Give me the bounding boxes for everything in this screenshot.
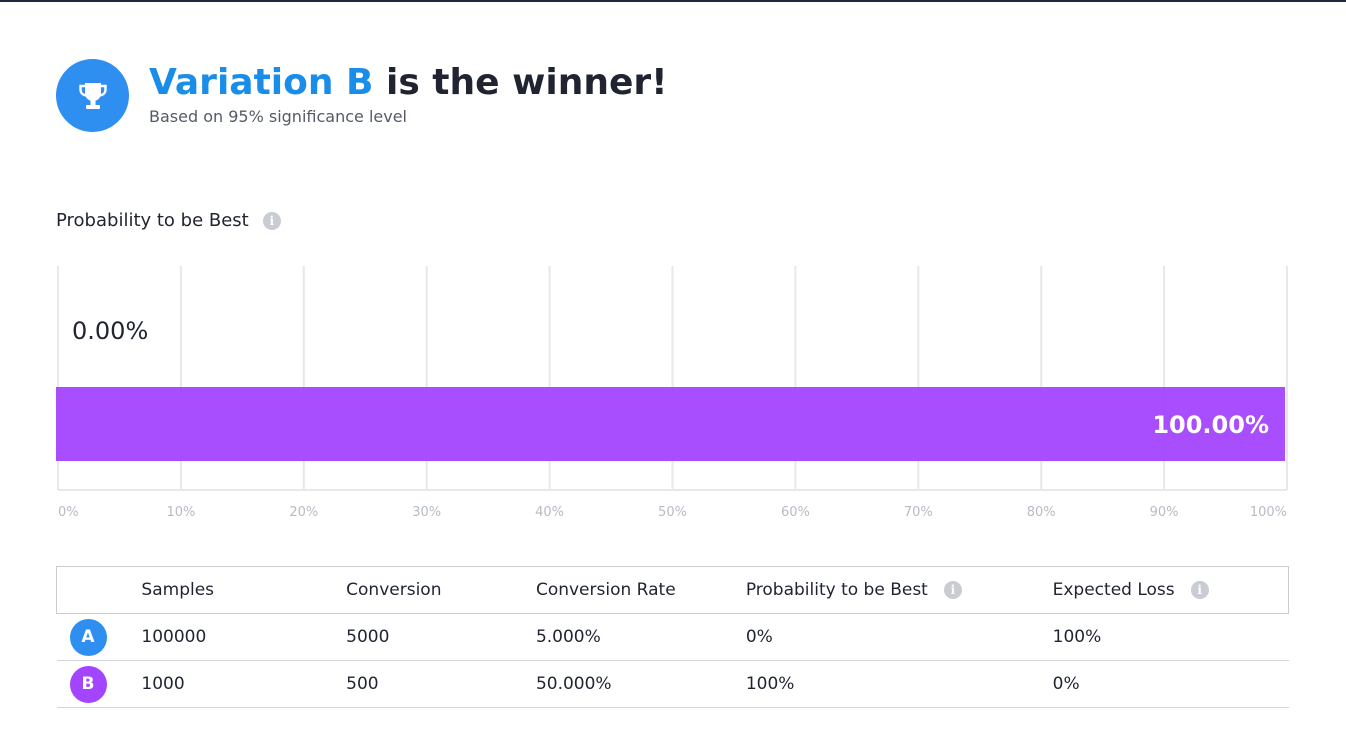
- x-tick-label: 60%: [781, 505, 810, 520]
- winner-suffix: is the winner!: [373, 62, 668, 103]
- table-row: B 1000 500 50.000% 100% 0%: [56, 660, 1289, 708]
- table-row: A 100000 5000 5.000% 0% 100%: [56, 613, 1289, 661]
- results-table: Samples Conversion Conversion Rate Proba…: [56, 566, 1289, 708]
- winner-headline: Variation B is the winner!: [149, 60, 668, 106]
- conversion-cell: 500: [346, 660, 536, 708]
- x-tick-label: 0%: [58, 505, 79, 520]
- samples-cell: 100000: [141, 613, 347, 661]
- conversion-rate-cell: 5.000%: [535, 613, 746, 661]
- variation-cell: B: [56, 660, 142, 708]
- winner-name: Variation B: [149, 62, 374, 103]
- bar-value-label: 0.00%: [72, 317, 148, 345]
- bar-variation-b[interactable]: [56, 387, 1285, 461]
- column-header-conversion-label: Conversion: [346, 580, 442, 600]
- x-tick-label: 80%: [1027, 505, 1056, 520]
- x-tick-label: 50%: [658, 505, 687, 520]
- top-border: [0, 0, 1346, 2]
- column-header-expected-loss-label: Expected Loss: [1052, 580, 1175, 600]
- x-tick-label: 90%: [1150, 505, 1179, 520]
- probability-best-cell: 100%: [745, 660, 1053, 708]
- column-header-expected-loss: Expected Loss i: [1052, 566, 1289, 614]
- column-header-samples-label: Samples: [141, 580, 215, 600]
- probability-best-cell: 0%: [745, 613, 1053, 661]
- samples-cell: 1000: [141, 660, 347, 708]
- x-tick-label: 10%: [166, 505, 195, 520]
- expected-loss-cell: 100%: [1052, 613, 1289, 661]
- probability-section-title: Probability to be Best i: [56, 209, 281, 233]
- probability-section-label: Probability to be Best: [56, 210, 249, 231]
- probability-chart: 0.00% 100.00% 0% 10% 20% 30% 40% 50% 60% 70% 80% 9…: [56, 264, 1289, 524]
- variation-badge-a: A: [69, 618, 107, 656]
- table-header-row: Samples Conversion Conversion Rate Proba…: [56, 566, 1289, 614]
- x-tick-label: 70%: [904, 505, 933, 520]
- expected-loss-cell: 0%: [1052, 660, 1289, 708]
- column-header-samples: Samples: [141, 566, 347, 614]
- info-icon[interactable]: i: [262, 212, 281, 230]
- column-header-probability-best-label: Probability to be Best: [745, 580, 928, 600]
- x-tick-label: 20%: [289, 505, 318, 520]
- bar-value-label: 100.00%: [1152, 411, 1269, 439]
- column-header-probability-best: Probability to be Best i: [745, 566, 1053, 614]
- column-header-variation: [56, 566, 142, 614]
- variation-badge-b: B: [69, 665, 107, 703]
- x-tick-label: 40%: [535, 505, 564, 520]
- column-header-conversion-rate-label: Conversion Rate: [535, 580, 676, 600]
- info-icon[interactable]: i: [1190, 581, 1209, 599]
- variation-cell: A: [56, 613, 142, 661]
- conversion-rate-cell: 50.000%: [535, 660, 746, 708]
- column-header-conversion-rate: Conversion Rate: [535, 566, 746, 614]
- probability-chart-svg: 0.00% 100.00% 0% 10% 20% 30% 40% 50% 60% 70% 80% 9…: [56, 266, 1288, 520]
- significance-subtitle: Based on 95% significance level: [149, 107, 407, 126]
- trophy-icon: [56, 59, 129, 132]
- x-tick-label: 100%: [1250, 505, 1287, 520]
- info-icon[interactable]: i: [943, 581, 962, 599]
- column-header-conversion: Conversion: [346, 566, 536, 614]
- conversion-cell: 5000: [346, 613, 536, 661]
- x-tick-label: 30%: [412, 505, 441, 520]
